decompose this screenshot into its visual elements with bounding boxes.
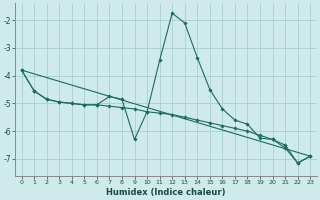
X-axis label: Humidex (Indice chaleur): Humidex (Indice chaleur) bbox=[106, 188, 226, 197]
